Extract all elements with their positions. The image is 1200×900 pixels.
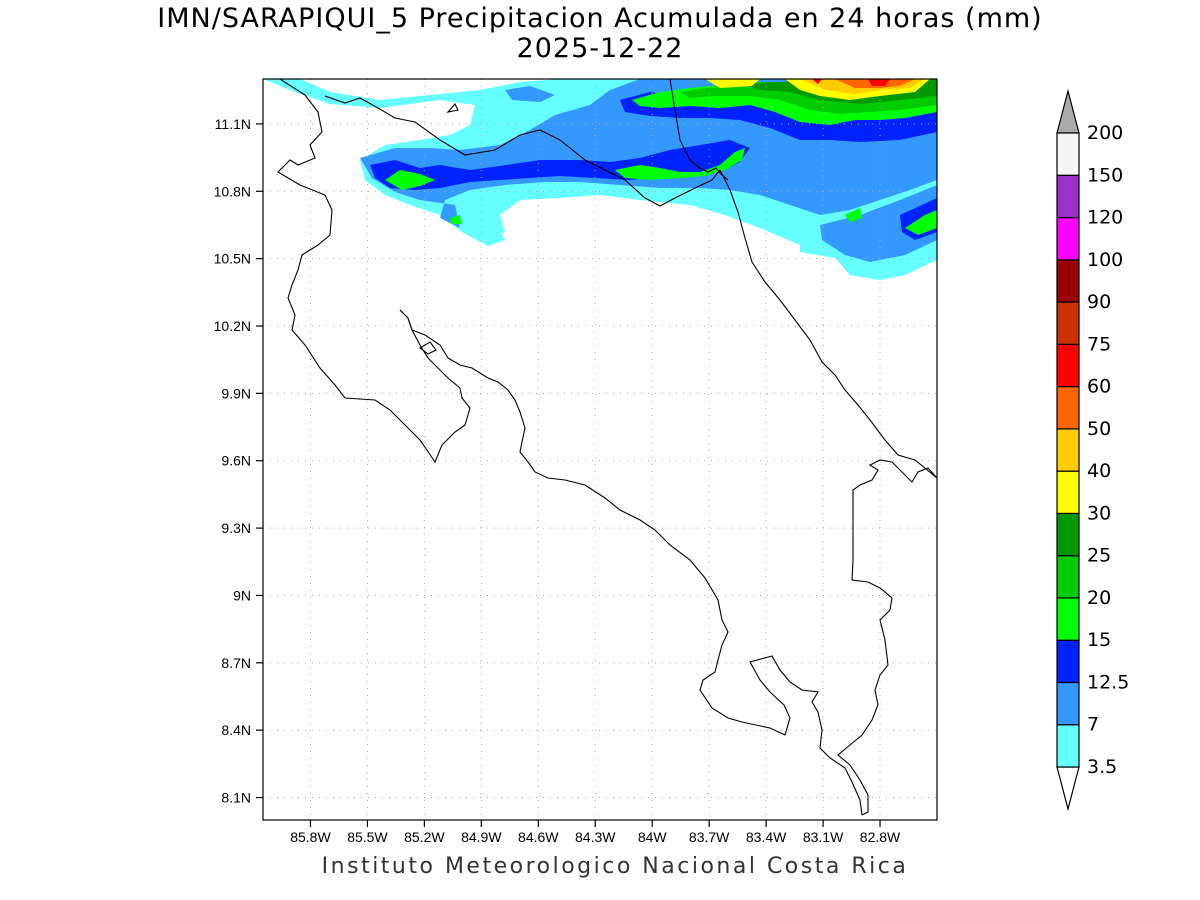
colorbar-level-label: 20 [1087, 587, 1111, 609]
colorbar-swatch [1056, 301, 1080, 345]
precip-band-15 [845, 208, 862, 222]
colorbar-swatch [1056, 470, 1080, 514]
colorbar-level-label: 150 [1087, 164, 1123, 186]
colorbar-swatch [1056, 428, 1080, 472]
lon-tick-label: 83.4W [746, 829, 787, 845]
colorbar-level-label: 25 [1087, 545, 1111, 567]
colorbar-level-label: 40 [1087, 460, 1111, 482]
colorbar-level-label: 200 [1087, 122, 1123, 144]
lat-tick-label: 9.9N [221, 385, 251, 401]
precip-band-12.5 [370, 140, 750, 190]
colorbar-swatch [1056, 639, 1080, 684]
lat-tick-label: 11.1N [215, 116, 251, 132]
colorbar-level-label: 3.5 [1087, 756, 1117, 778]
lon-tick-label: 84.6W [518, 829, 559, 845]
lon-tick-label: 84W [638, 829, 668, 845]
lat-tick-label: 9N [233, 587, 251, 603]
colorbar-under-arrow [1056, 766, 1080, 812]
chart-title: IMN/SARAPIQUI_5 Precipitacion Acumulada … [157, 3, 1043, 34]
coastline-osa [837, 459, 937, 816]
precip-band-30 [705, 79, 760, 88]
lon-tick-label: 84.3W [575, 829, 616, 845]
precip-band-7 [820, 185, 937, 262]
precip-band-3.5 [478, 232, 505, 246]
coastline-nicoya [399, 309, 743, 723]
lon-tick-label: 85.5W [347, 829, 388, 845]
precip-band-60 [812, 79, 822, 84]
colorbar-level-label: 120 [1087, 207, 1123, 229]
coastline-caribbean [719, 169, 937, 479]
chart-date: 2025-12-22 [516, 33, 684, 64]
colorbar-swatch [1056, 386, 1080, 430]
colorbar-swatch [1056, 555, 1080, 599]
colorbar-swatch [1056, 174, 1080, 219]
lat-tick-label: 10.8N [214, 183, 251, 199]
lat-tick-label: 8.1N [221, 790, 251, 806]
lat-tick-label: 9.6N [221, 453, 251, 469]
colorbar-swatch [1056, 724, 1080, 768]
lon-tick-label: 85.2W [404, 829, 445, 845]
border-nicaragua [669, 79, 729, 181]
colorbar: 3.5 7 12.5 15 20 25 30 40 50 60 75 90 100 120 150 200 [1056, 88, 1129, 812]
colorbar-over-arrow [1056, 88, 1080, 134]
colorbar-level-label: 60 [1087, 376, 1111, 398]
axes: 85.8W 85.5W 85.2W 84.9W 84.6W 84.3W 84W 83.7W 83… [214, 116, 901, 845]
colorbar-level-label: 30 [1087, 502, 1111, 524]
coastline-peninsula [741, 655, 863, 816]
lat-tick-label: 8.7N [221, 655, 251, 671]
colorbar-swatch [1056, 132, 1080, 176]
precip-band-60 [868, 79, 890, 86]
gridlines [263, 79, 937, 820]
coastline-islet [446, 103, 459, 113]
lat-tick-label: 9.3N [221, 520, 251, 536]
colorbar-level-label: 90 [1087, 291, 1111, 313]
lat-tick-label: 8.4N [221, 722, 251, 738]
lon-tick-label: 85.8W [290, 829, 331, 845]
coastlines [277, 79, 937, 816]
colorbar-level-label: 7 [1087, 714, 1099, 736]
lat-tick-label: 10.5N [214, 251, 251, 267]
colorbar-swatch [1056, 597, 1080, 641]
plot-frame [262, 78, 938, 821]
colorbar-level-label: 12.5 [1087, 671, 1129, 693]
colorbar-swatch [1056, 681, 1080, 726]
precip-band-15 [450, 215, 462, 224]
colorbar-swatch [1056, 343, 1080, 388]
precip-band-15 [615, 148, 745, 180]
lat-tick-label: 10.2N [214, 318, 251, 334]
lon-tick-label: 83.1W [803, 829, 844, 845]
colorbar-swatch [1056, 216, 1080, 261]
precip-band-7 [505, 86, 555, 102]
colorbar-level-label: 100 [1087, 249, 1123, 271]
precipitation-field [263, 79, 937, 280]
colorbar-swatch [1056, 512, 1080, 557]
coastline-lake [277, 79, 471, 464]
precip-band-15 [385, 170, 435, 190]
colorbar-level-label: 75 [1087, 333, 1111, 355]
coastline-north [324, 95, 721, 207]
precip-band-15 [905, 210, 937, 235]
footer-credit: Instituto Meteorologico Nacional Costa R… [321, 854, 909, 879]
colorbar-level-label: 15 [1087, 629, 1111, 651]
lon-tick-label: 84.9W [461, 829, 502, 845]
lon-tick-label: 82.8W [860, 829, 901, 845]
coastline-isle [419, 341, 437, 355]
lon-tick-label: 83.7W [689, 829, 730, 845]
colorbar-swatch [1056, 259, 1080, 303]
colorbar-level-label: 50 [1087, 418, 1111, 440]
